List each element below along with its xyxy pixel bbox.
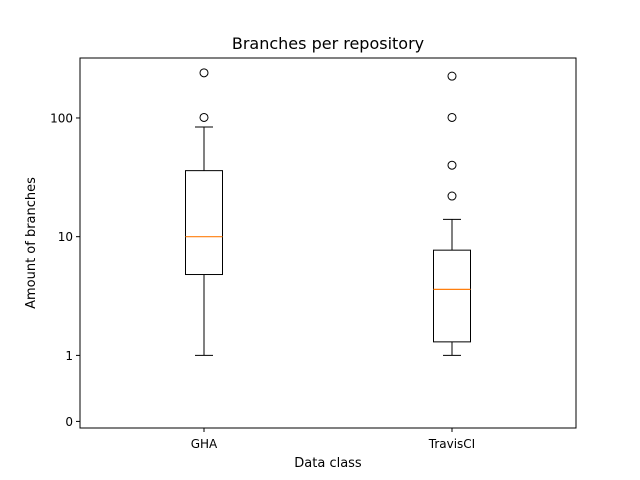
iqr-box [185,170,223,276]
x-tick-label: TravisCI [428,437,475,451]
y-axis-label: Amount of branches [24,177,39,309]
plot-area [79,57,577,429]
y-tick-label: 100 [50,111,73,125]
outlier-point [447,112,457,122]
outlier-point [199,112,209,122]
y-tick-label: 0 [65,415,73,429]
x-axis: GHA TravisCI [191,428,475,451]
box-gha [185,68,223,356]
boxes [185,68,471,356]
outlier-point [447,71,457,81]
outlier-point [447,191,457,201]
y-axis: 0 1 10 100 [50,111,80,429]
box-travisci [433,71,471,356]
x-tick-label: GHA [191,437,218,451]
x-axis-label: Data class [294,456,362,471]
outlier-point [199,68,209,78]
outlier-point [447,160,457,170]
y-tick-label: 10 [58,230,73,244]
y-tick-label: 1 [65,349,73,363]
chart-title: Branches per repository [232,34,424,53]
iqr-box [433,249,471,343]
